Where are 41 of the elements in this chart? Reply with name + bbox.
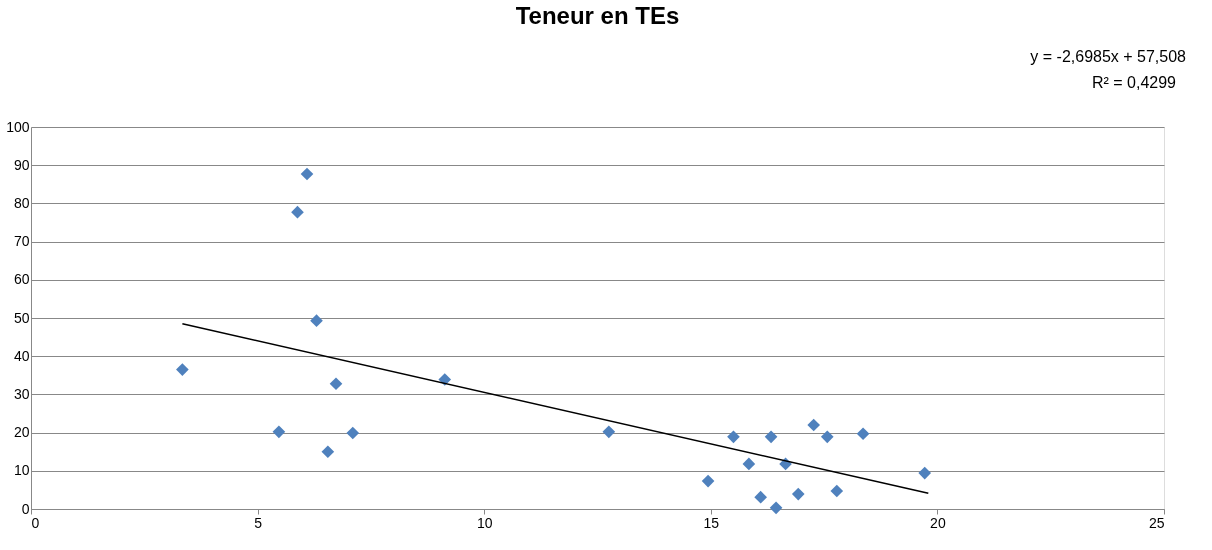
point: [602, 425, 616, 439]
x-tick-label: 20: [930, 514, 946, 531]
y-tick-label: 40: [13, 347, 30, 364]
point: [272, 425, 286, 439]
point: [742, 457, 756, 471]
y-tick-label: 70: [13, 233, 30, 250]
x-tick-label: 15: [703, 514, 720, 531]
point: [329, 377, 343, 391]
point: [300, 167, 314, 181]
point: [727, 430, 740, 444]
point: [701, 474, 715, 488]
chart-title: Teneur en TEs: [515, 2, 680, 29]
y-tick-label: 80: [13, 194, 30, 211]
point: [791, 487, 805, 501]
point: [291, 205, 304, 219]
x-tick-label: 5: [254, 514, 263, 531]
point: [438, 373, 452, 386]
point: [310, 314, 323, 327]
point: [769, 501, 783, 515]
point: [176, 363, 189, 376]
x-tick-label: 25: [1148, 514, 1165, 531]
text: R² = 0,4299: [1091, 74, 1177, 91]
point: [321, 445, 335, 459]
point: [807, 418, 820, 432]
point: [346, 426, 360, 440]
y-tick-label: 0: [21, 500, 30, 517]
point: [764, 430, 778, 444]
y-tick-label: 50: [13, 309, 30, 326]
x-tick-label: 10: [476, 514, 493, 531]
y-tick-label: 10: [13, 462, 30, 479]
text: y = -2,6985x + 57,508: [1030, 48, 1187, 65]
y-tick-label: 60: [13, 271, 30, 288]
y-tick-label: 100: [6, 118, 30, 135]
y-tick-label: 30: [13, 385, 30, 402]
point: [830, 484, 844, 498]
point: [918, 466, 932, 480]
point: [754, 490, 767, 504]
point: [820, 430, 834, 444]
point: [856, 427, 870, 441]
y-tick-label: 90: [13, 156, 30, 173]
y-tick-label: 20: [13, 424, 30, 441]
